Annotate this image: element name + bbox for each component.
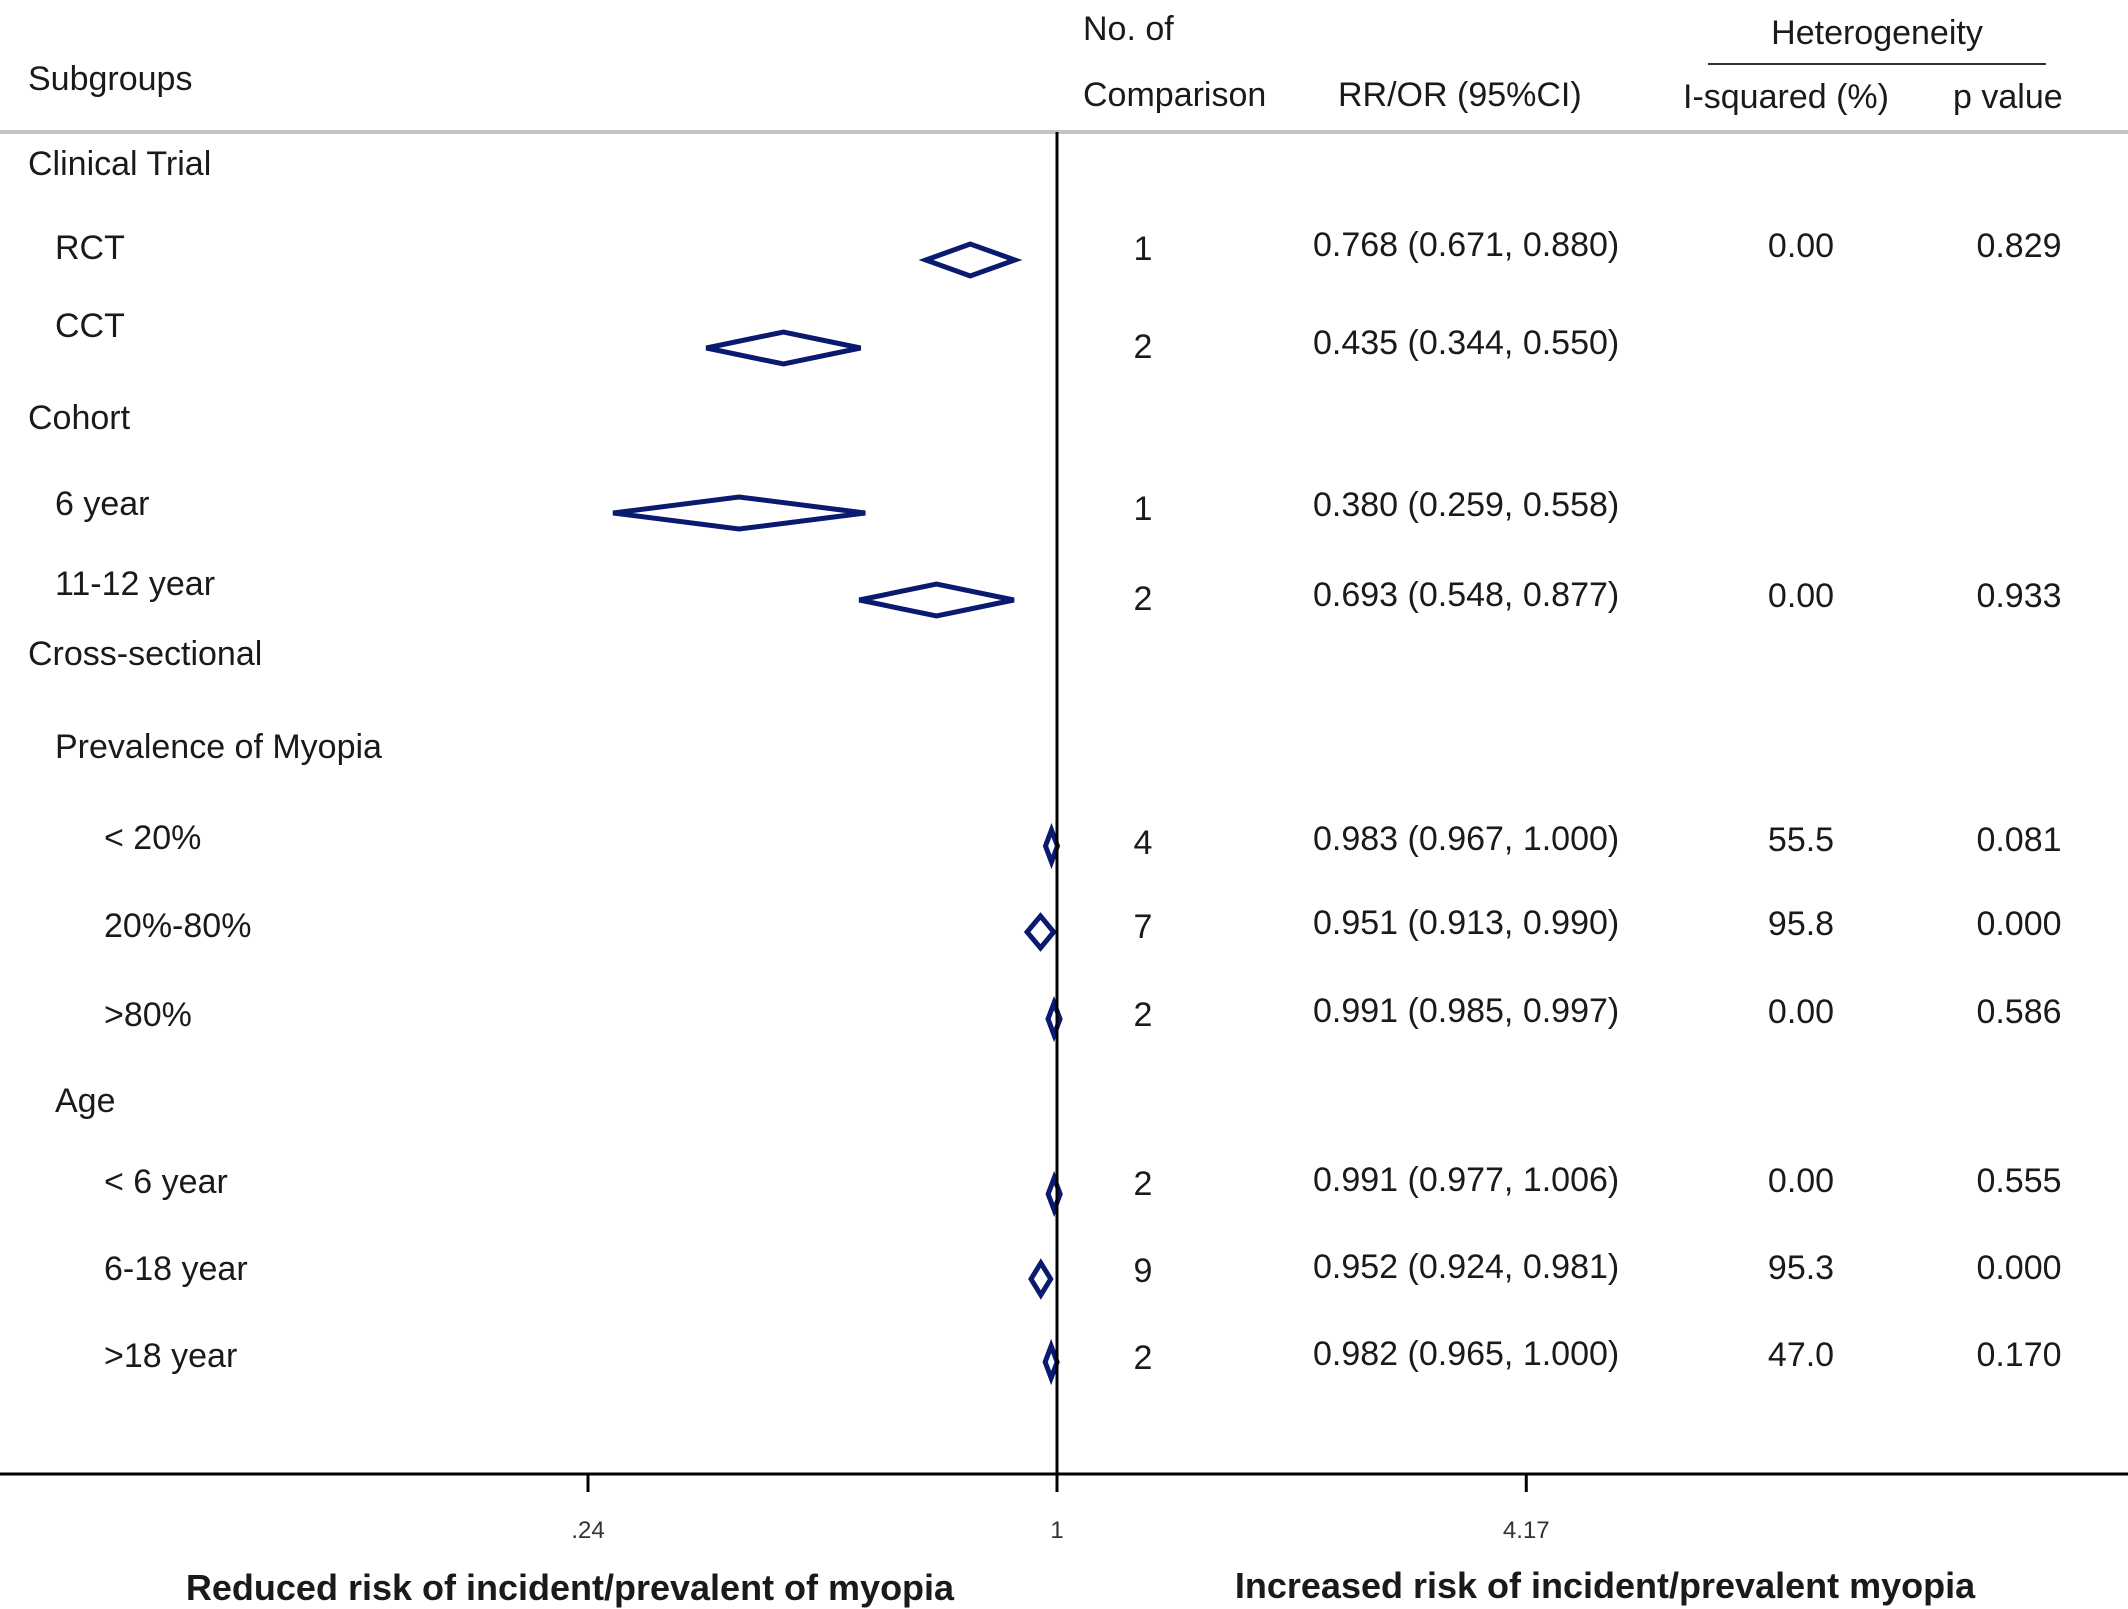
header-i-squared: I-squared (%) bbox=[1683, 78, 1889, 116]
header-p-value: p value bbox=[1953, 78, 2063, 116]
i-squared-value: 95.8 bbox=[1768, 905, 1834, 943]
effect-diamond bbox=[1042, 1338, 1060, 1386]
i-squared-value: 47.0 bbox=[1768, 1336, 1834, 1374]
x-axis-ticks: .24 1 4.17 bbox=[571, 1474, 1550, 1544]
header-subgroups: Subgroups bbox=[28, 60, 192, 98]
x-tick-label: .24 bbox=[571, 1517, 604, 1544]
i-squared-value: 0.00 bbox=[1768, 227, 1834, 265]
row-label: Clinical Trial bbox=[28, 145, 211, 183]
row-label: 6-18 year bbox=[104, 1250, 248, 1288]
n-comparisons: 2 bbox=[1134, 580, 1153, 618]
forest-diamonds bbox=[612, 241, 1063, 1386]
n-comparisons: 2 bbox=[1134, 1339, 1153, 1377]
effect-estimate-text: 0.768 (0.671, 0.880) bbox=[1313, 226, 1619, 264]
left-direction-label: Reduced risk of incident/prevalent of my… bbox=[186, 1567, 955, 1608]
n-comparisons: 7 bbox=[1134, 908, 1153, 946]
effect-diamond bbox=[858, 581, 1015, 619]
p-value: 0.555 bbox=[1976, 1162, 2061, 1200]
p-value: 0.586 bbox=[1976, 993, 2061, 1031]
p-value: 0.829 bbox=[1976, 227, 2061, 265]
i-squared-value: 55.5 bbox=[1768, 821, 1834, 859]
row-label: Age bbox=[55, 1082, 116, 1120]
x-tick-label: 1 bbox=[1050, 1517, 1063, 1544]
row-label: < 6 year bbox=[104, 1163, 228, 1201]
p-value: 0.000 bbox=[1976, 905, 2061, 943]
i-squared-value: 0.00 bbox=[1768, 993, 1834, 1031]
effect-diamond bbox=[612, 494, 866, 532]
p-value: 0.081 bbox=[1976, 821, 2061, 859]
header-rr-or: RR/OR (95%CI) bbox=[1338, 76, 1582, 114]
effect-estimate-text: 0.982 (0.965, 1.000) bbox=[1313, 1335, 1619, 1373]
n-comparisons: 2 bbox=[1134, 328, 1153, 366]
row-label: >18 year bbox=[104, 1337, 237, 1375]
effect-estimate-text: 0.983 (0.967, 1.000) bbox=[1313, 820, 1619, 858]
i-squared-value: 0.00 bbox=[1768, 1162, 1834, 1200]
row-label: < 20% bbox=[104, 819, 201, 857]
n-comparisons: 4 bbox=[1134, 824, 1153, 862]
row-label: CCT bbox=[55, 307, 125, 345]
effect-diamond bbox=[1045, 995, 1063, 1043]
n-comparisons: 1 bbox=[1134, 490, 1153, 528]
i-squared-value: 95.3 bbox=[1768, 1249, 1834, 1287]
row-label: 11-12 year bbox=[55, 565, 215, 603]
effect-diamond bbox=[1023, 912, 1057, 952]
effect-diamond bbox=[1045, 1170, 1063, 1218]
row-label: Cohort bbox=[28, 399, 131, 437]
n-comparisons: 2 bbox=[1134, 1165, 1153, 1203]
right-direction-label: Increased risk of incident/prevalent myo… bbox=[1235, 1565, 1976, 1606]
forest-rows: Clinical Trial RCT 1 0.768 (0.671, 0.880) 0.… bbox=[28, 145, 2062, 1377]
header-comparison: Comparison bbox=[1083, 76, 1266, 114]
header-heterogeneity: Heterogeneity bbox=[1771, 14, 1983, 52]
p-value: 0.170 bbox=[1976, 1336, 2061, 1374]
n-comparisons: 9 bbox=[1134, 1252, 1153, 1290]
effect-estimate-text: 0.991 (0.985, 0.997) bbox=[1313, 992, 1619, 1030]
header-no-of: No. of bbox=[1083, 10, 1174, 48]
row-label: RCT bbox=[55, 229, 125, 267]
row-label: 6 year bbox=[55, 485, 150, 523]
effect-diamond bbox=[705, 329, 862, 367]
row-label: >80% bbox=[104, 996, 192, 1034]
row-label: 20%-80% bbox=[104, 907, 251, 945]
effect-estimate-text: 0.952 (0.924, 0.981) bbox=[1313, 1248, 1619, 1286]
table-header: Subgroups No. of Comparison RR/OR (95%CI… bbox=[0, 10, 2128, 134]
effect-estimate-text: 0.380 (0.259, 0.558) bbox=[1313, 486, 1619, 524]
i-squared-value: 0.00 bbox=[1768, 577, 1834, 615]
row-label: Cross-sectional bbox=[28, 635, 262, 673]
effect-estimate-text: 0.951 (0.913, 0.990) bbox=[1313, 904, 1619, 942]
effect-diamond bbox=[918, 241, 1023, 279]
row-label: Prevalence of Myopia bbox=[55, 728, 382, 766]
effect-estimate-text: 0.435 (0.344, 0.550) bbox=[1313, 324, 1619, 362]
p-value: 0.933 bbox=[1976, 577, 2061, 615]
effect-diamond bbox=[1028, 1258, 1054, 1300]
p-value: 0.000 bbox=[1976, 1249, 2061, 1287]
effect-estimate-text: 0.991 (0.977, 1.006) bbox=[1313, 1161, 1619, 1199]
x-tick-label: 4.17 bbox=[1503, 1517, 1550, 1544]
n-comparisons: 1 bbox=[1134, 230, 1153, 268]
n-comparisons: 2 bbox=[1134, 996, 1153, 1034]
effect-estimate-text: 0.693 (0.548, 0.877) bbox=[1313, 576, 1619, 614]
